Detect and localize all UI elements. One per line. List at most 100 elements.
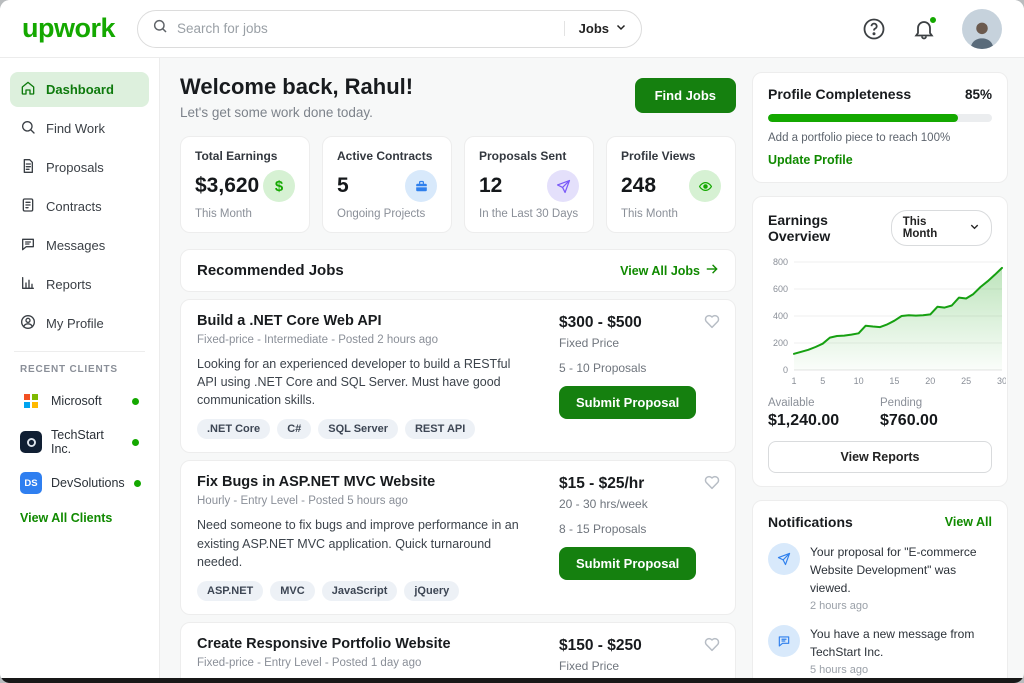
job-title[interactable]: Build a .NET Core Web API: [197, 313, 382, 329]
search-category-dropdown[interactable]: Jobs: [563, 21, 627, 36]
save-job-heart-icon[interactable]: [703, 635, 721, 658]
sidebar-item-label: My Profile: [46, 316, 104, 331]
job-meta: Fixed-price - Intermediate - Posted 2 ho…: [197, 334, 438, 346]
dollar-icon: $: [263, 170, 295, 202]
notifications-list: Your proposal for "E-commerce Website De…: [768, 543, 992, 683]
job-rate-label: Fixed Price: [559, 658, 620, 673]
chevron-down-icon: [615, 21, 627, 36]
earnings-range-dropdown[interactable]: This Month: [890, 210, 992, 246]
online-status-dot: [133, 479, 141, 487]
client-name: TechStart Inc.: [51, 428, 104, 456]
page-title: Welcome back, Rahul!: [180, 74, 414, 99]
svg-text:600: 600: [773, 284, 788, 294]
paper-plane-icon: [768, 543, 800, 575]
stats-row: Total Earnings $3,620 $ This Month Active Co…: [180, 136, 736, 233]
sidebar-item-dashboard[interactable]: Dashboard: [10, 72, 149, 107]
job-title[interactable]: Create Responsive Portfolio Website: [197, 635, 451, 652]
sidebar-item-label: Contracts: [46, 199, 102, 214]
sidebar-nav: Dashboard Find Work Proposals Contracts Mess…: [10, 72, 149, 341]
paper-plane-icon: [547, 170, 579, 202]
sidebar-item-find-work[interactable]: Find Work: [10, 111, 149, 146]
job-meta: Hourly - Entry Level - Posted 5 hours ag…: [197, 495, 408, 508]
top-bar: upwork Jobs: [0, 0, 1024, 58]
welcome-header: Welcome back, Rahul! Let's get some work…: [180, 74, 736, 120]
stat-card-active-contracts: Active Contracts 5 Ongoing Projects: [322, 136, 452, 233]
sidebar-item-contracts[interactable]: Contracts: [10, 189, 149, 224]
notifications-bell-icon[interactable]: [912, 15, 937, 41]
skill-tag[interactable]: jQuery: [404, 580, 460, 601]
job-title[interactable]: Fix Bugs in ASP.NET MVC Website: [197, 474, 436, 491]
view-reports-button[interactable]: View Reports: [768, 441, 992, 473]
online-status-dot: [132, 397, 139, 405]
notification-text: You have a new message from TechStart In…: [810, 627, 975, 659]
bell-unread-dot: [929, 15, 937, 24]
notifications-view-all-link[interactable]: View All: [944, 515, 992, 529]
sidebar-item-label: Reports: [46, 277, 92, 292]
stat-label: Total Earnings: [195, 149, 278, 163]
right-panel: Profile Completeness 85% Add a portfolio…: [752, 58, 1024, 683]
jobs-list: Build a .NET Core Web API Fixed-price - …: [180, 299, 736, 683]
recommended-jobs-header: Recommended Jobs View All Jobs: [180, 249, 736, 292]
online-status-dot: [132, 438, 139, 446]
skill-tag[interactable]: SQL Server: [318, 419, 398, 440]
submit-proposal-button[interactable]: Submit Proposal: [559, 386, 697, 419]
sidebar-item-reports[interactable]: Reports: [10, 267, 149, 302]
view-all-jobs-link[interactable]: View All Jobs: [620, 262, 719, 279]
stat-sublabel: This Month: [195, 208, 252, 220]
client-item-devsolutions[interactable]: DS DevSolutions: [10, 467, 149, 499]
stat-sublabel: In the Last 30 Days: [479, 208, 579, 220]
profile-completeness-card: Profile Completeness 85% Add a portfolio…: [752, 72, 1008, 183]
notification-item[interactable]: You have a new message from TechStart In…: [768, 625, 992, 676]
update-profile-link[interactable]: Update Profile: [768, 153, 853, 167]
sidebar-item-label: Find Work: [46, 121, 105, 136]
briefcase-icon: [405, 170, 437, 202]
svg-text:400: 400: [773, 311, 788, 321]
earnings-range-label: This Month: [902, 216, 938, 240]
main-content: Welcome back, Rahul! Let's get some work…: [160, 58, 752, 683]
job-price: $15 - $25/hr: [559, 475, 645, 493]
sidebar-item-proposals[interactable]: Proposals: [10, 150, 149, 185]
home-icon: [20, 80, 36, 99]
save-job-heart-icon[interactable]: [703, 312, 721, 335]
notification-time: 2 hours ago: [810, 600, 869, 612]
stat-sublabel: Ongoing Projects: [337, 208, 426, 220]
stat-value: $3,620: [195, 174, 260, 197]
client-item-techstart-inc[interactable]: TechStart Inc.: [10, 423, 149, 461]
svg-text:25: 25: [961, 376, 971, 386]
skill-tag[interactable]: JavaScript: [321, 580, 398, 601]
job-card-build-a-net-core-web-api: Build a .NET Core Web API Fixed-price - …: [180, 299, 736, 454]
find-jobs-button[interactable]: Find Jobs: [634, 78, 736, 113]
recommended-jobs-title: Recommended Jobs: [197, 262, 344, 279]
search-category-label: Jobs: [578, 21, 610, 36]
notifications-title: Notifications: [768, 514, 853, 530]
job-proposals-count: 5 - 10 Proposals: [559, 361, 647, 375]
submit-proposal-button[interactable]: Submit Proposal: [559, 547, 697, 581]
stat-card-total-earnings: Total Earnings $3,620 $ This Month: [180, 136, 310, 233]
sidebar-item-messages[interactable]: Messages: [10, 228, 149, 263]
svg-text:5: 5: [820, 376, 825, 386]
chevron-down-icon: [969, 221, 980, 235]
view-all-clients-link[interactable]: View All Clients: [20, 511, 113, 525]
skill-tag[interactable]: C#: [277, 419, 312, 440]
skill-tag[interactable]: REST API: [404, 419, 476, 440]
eye-icon: [689, 170, 721, 202]
skill-tag[interactable]: MVC: [270, 580, 315, 601]
search-input[interactable]: [177, 21, 564, 36]
save-job-heart-icon[interactable]: [703, 473, 721, 496]
skill-tag[interactable]: .NET Core: [197, 419, 271, 440]
search-bar[interactable]: Jobs: [137, 9, 643, 48]
sidebar-item-my-profile[interactable]: My Profile: [10, 306, 149, 341]
search-icon: [152, 18, 168, 39]
stat-value: 5: [337, 174, 349, 197]
sidebar-divider: [14, 351, 145, 352]
job-description: Looking for an experienced developer to …: [197, 357, 511, 408]
devsolutions-logo-icon: DS: [20, 472, 42, 494]
help-icon[interactable]: [862, 17, 886, 41]
profile-avatar[interactable]: [962, 8, 1002, 49]
client-item-microsoft[interactable]: Microsoft: [10, 385, 149, 417]
svg-text:800: 800: [773, 257, 788, 267]
svg-text:200: 200: [773, 338, 788, 348]
skill-tag[interactable]: ASP.NET: [197, 580, 264, 601]
notification-item[interactable]: Your proposal for "E-commerce Website De…: [768, 543, 992, 612]
